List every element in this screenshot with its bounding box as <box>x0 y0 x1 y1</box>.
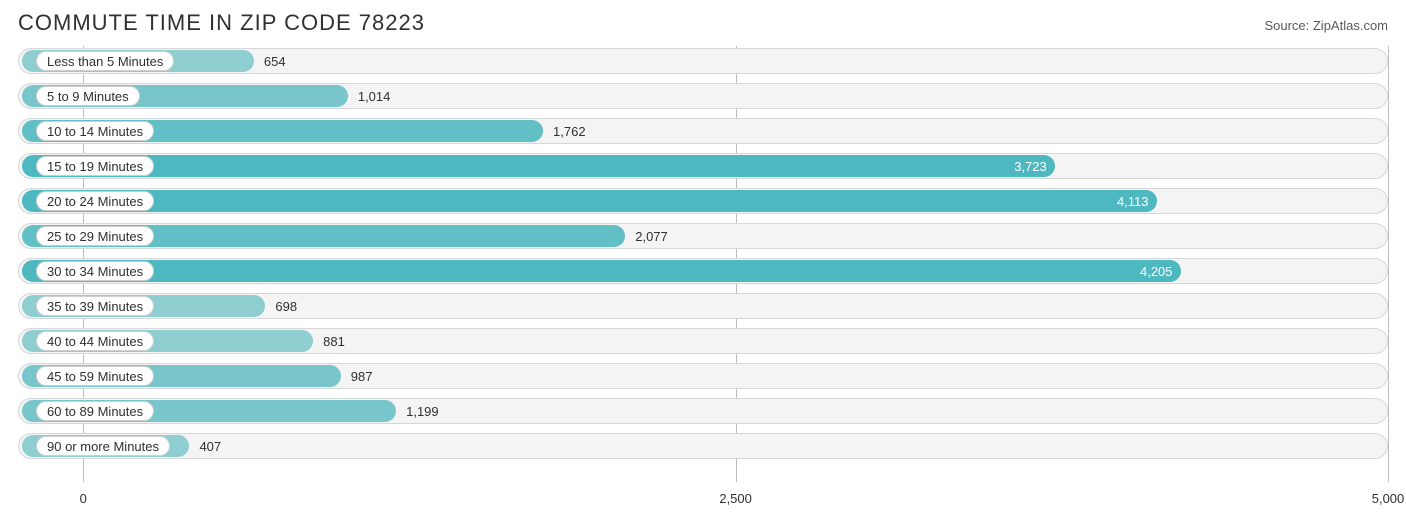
value-label: 654 <box>264 46 286 76</box>
value-label: 4,113 <box>1117 186 1149 216</box>
bar-track <box>18 433 1388 459</box>
value-label: 881 <box>323 326 345 356</box>
category-label-pill: 60 to 89 Minutes <box>36 401 154 421</box>
x-axis-tick-label: 2,500 <box>719 491 752 506</box>
bar-row: 5 to 9 Minutes 1,014 <box>18 81 1388 111</box>
value-label: 3,723 <box>1014 151 1047 181</box>
bar <box>22 260 1181 282</box>
value-label: 1,762 <box>553 116 586 146</box>
bar-row: 35 to 39 Minutes 698 <box>18 291 1388 321</box>
category-label-pill: 15 to 19 Minutes <box>36 156 154 176</box>
category-label-pill: 30 to 34 Minutes <box>36 261 154 281</box>
value-label: 4,205 <box>1140 256 1173 286</box>
value-label: 2,077 <box>635 221 668 251</box>
category-label-pill: 10 to 14 Minutes <box>36 121 154 141</box>
chart-container: COMMUTE TIME IN ZIP CODE 78223 Source: Z… <box>0 0 1406 522</box>
bar-row: 45 to 59 Minutes 987 <box>18 361 1388 391</box>
bar-row: 40 to 44 Minutes 881 <box>18 326 1388 356</box>
bar-row: 60 to 89 Minutes 1,199 <box>18 396 1388 426</box>
bar-row: 25 to 29 Minutes 2,077 <box>18 221 1388 251</box>
bar-row: Less than 5 Minutes 654 <box>18 46 1388 76</box>
category-label-pill: 90 or more Minutes <box>36 436 170 456</box>
category-label-pill: Less than 5 Minutes <box>36 51 174 71</box>
plot-area: Less than 5 Minutes 654 5 to 9 Minutes 1,01… <box>18 46 1388 482</box>
x-axis-tick-label: 5,000 <box>1372 491 1405 506</box>
category-label-pill: 20 to 24 Minutes <box>36 191 154 211</box>
category-label-pill: 5 to 9 Minutes <box>36 86 140 106</box>
category-label-pill: 45 to 59 Minutes <box>36 366 154 386</box>
value-label: 407 <box>199 431 221 461</box>
value-label: 1,199 <box>406 396 439 426</box>
header: COMMUTE TIME IN ZIP CODE 78223 Source: Z… <box>0 0 1406 44</box>
bar-row: 10 to 14 Minutes 1,762 <box>18 116 1388 146</box>
bar <box>22 155 1055 177</box>
x-axis-tick-label: 0 <box>80 491 87 506</box>
bar <box>22 190 1157 212</box>
bar-row: 30 to 34 Minutes 4,205 <box>18 256 1388 286</box>
bar-row: 90 or more Minutes 407 <box>18 431 1388 461</box>
category-label-pill: 40 to 44 Minutes <box>36 331 154 351</box>
value-label: 987 <box>351 361 373 391</box>
value-label: 1,014 <box>358 81 391 111</box>
gridline <box>1388 46 1389 482</box>
bar-row: 20 to 24 Minutes 4,113 <box>18 186 1388 216</box>
category-label-pill: 25 to 29 Minutes <box>36 226 154 246</box>
category-label-pill: 35 to 39 Minutes <box>36 296 154 316</box>
bar-row: 15 to 19 Minutes 3,723 <box>18 151 1388 181</box>
value-label: 698 <box>275 291 297 321</box>
chart-title: COMMUTE TIME IN ZIP CODE 78223 <box>18 10 425 36</box>
source-attribution: Source: ZipAtlas.com <box>1264 18 1388 33</box>
